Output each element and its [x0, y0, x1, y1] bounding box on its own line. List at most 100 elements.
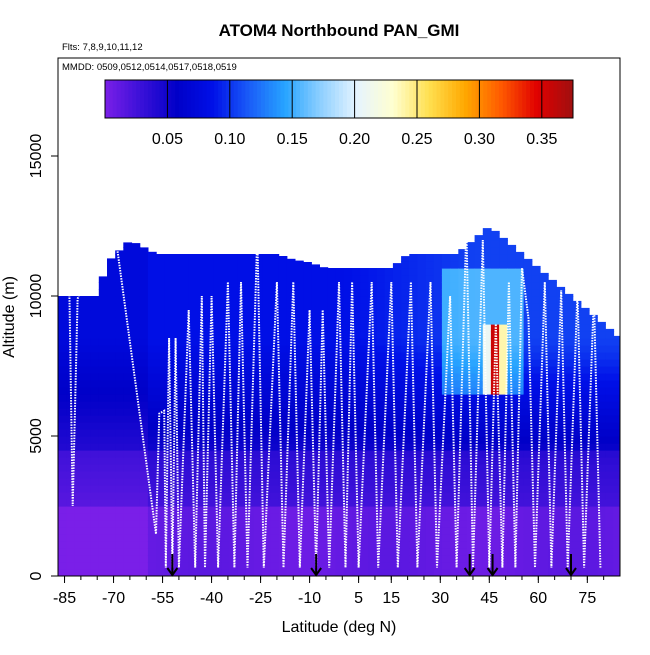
heatmap-cell [572, 324, 582, 332]
heatmap-cell [572, 373, 582, 381]
heatmap-cell [499, 268, 508, 276]
heatmap-cell [401, 338, 410, 346]
heatmap-cell [245, 289, 255, 297]
heatmap-cell [343, 373, 353, 381]
heatmap-cell [311, 331, 320, 339]
heatmap-cell [417, 303, 427, 311]
colorbar-segment [272, 80, 278, 118]
heatmap-cell [384, 415, 394, 423]
heatmap-cell [515, 303, 525, 311]
heatmap-cell [360, 387, 369, 395]
heatmap-cell [164, 457, 173, 465]
heatmap-cell [376, 457, 386, 465]
heatmap-cell [311, 436, 320, 444]
heatmap-cell [221, 359, 231, 367]
heatmap-cell [139, 324, 149, 332]
heatmap-cell [311, 338, 320, 346]
heatmap-cell [441, 401, 451, 409]
heatmap-cell [58, 415, 67, 423]
x-tick-label: 30 [431, 590, 449, 607]
heatmap-cell [115, 506, 124, 514]
heatmap-cell [115, 282, 124, 290]
heatmap-cell [270, 450, 280, 458]
heatmap-cell [156, 268, 165, 276]
heatmap-cell [205, 275, 214, 283]
heatmap-cell [343, 268, 353, 276]
heatmap-cell [531, 289, 541, 297]
heatmap-cell [221, 541, 231, 549]
heatmap-cell [441, 310, 451, 318]
heatmap-cell [180, 478, 190, 486]
heatmap-cell [262, 429, 271, 437]
heatmap-cell [156, 261, 165, 269]
heatmap-cell [441, 429, 451, 437]
heatmap-cell [245, 338, 255, 346]
heatmap-cell [213, 499, 222, 507]
heatmap-cell [523, 555, 533, 563]
heatmap-cell [286, 464, 296, 472]
heatmap-cell [335, 499, 345, 507]
heatmap-cell [564, 366, 574, 374]
heatmap-cell [515, 478, 525, 486]
heatmap-cell [384, 457, 394, 465]
heatmap-cell [58, 562, 67, 570]
heatmap-cell [123, 506, 133, 514]
heatmap-cell [286, 310, 296, 318]
colorbar-segment [526, 80, 531, 118]
heatmap-cell [441, 345, 451, 353]
heatmap-cell [229, 352, 239, 360]
heatmap-cell [499, 275, 508, 283]
heatmap-cell [82, 492, 92, 500]
heatmap-cell [123, 275, 133, 283]
heatmap-cell [368, 464, 378, 472]
heatmap-cell [368, 366, 378, 374]
heatmap-cell [548, 331, 557, 339]
heatmap-cell [147, 296, 157, 304]
heatmap-cell [107, 422, 116, 430]
heatmap-cell [58, 478, 67, 486]
heatmap-cell [507, 485, 517, 493]
heatmap-cell [115, 457, 124, 465]
heatmap-cell [433, 569, 443, 576]
heatmap-cell [156, 478, 165, 486]
heatmap-cell [294, 492, 304, 500]
heatmap-cell [482, 534, 492, 542]
heatmap-cell [482, 569, 492, 576]
heatmap-cell [156, 457, 165, 465]
heatmap-cell [401, 520, 410, 528]
plot-body [58, 225, 620, 576]
heatmap-cell [278, 296, 288, 304]
heatmap-cell [205, 464, 214, 472]
heatmap-cell [613, 450, 620, 458]
heatmap-cell [164, 443, 173, 451]
heatmap-cell [539, 436, 549, 444]
heatmap-cell [245, 303, 255, 311]
heatmap-cell [131, 331, 141, 339]
heatmap-cell [213, 324, 222, 332]
heatmap-cell [139, 492, 149, 500]
heatmap-cell [90, 296, 100, 304]
heatmap-cell [490, 331, 500, 339]
heatmap-cell [303, 408, 312, 416]
heatmap-cell [392, 436, 402, 444]
colorbar-segment [284, 80, 289, 118]
heatmap-cell [139, 331, 149, 339]
marker-arrow-head [166, 567, 179, 577]
heatmap-cell [548, 485, 557, 493]
heatmap-cell [180, 569, 190, 576]
heatmap-cell [123, 345, 133, 353]
heatmap-cell [172, 534, 182, 542]
heatmap-cell [139, 422, 149, 430]
heatmap-cell [237, 303, 247, 311]
heatmap-cell [572, 415, 582, 423]
heatmap-cell [556, 436, 566, 444]
heatmap-cell [123, 429, 133, 437]
heatmap-cell [499, 317, 508, 325]
heatmap-cell [294, 394, 304, 402]
heatmap-cell [66, 548, 75, 556]
heatmap-cell [107, 275, 116, 283]
heatmap-cell [499, 436, 508, 444]
heatmap-cell [531, 548, 541, 556]
heatmap-cell [343, 394, 353, 402]
heatmap-cell [90, 562, 100, 570]
